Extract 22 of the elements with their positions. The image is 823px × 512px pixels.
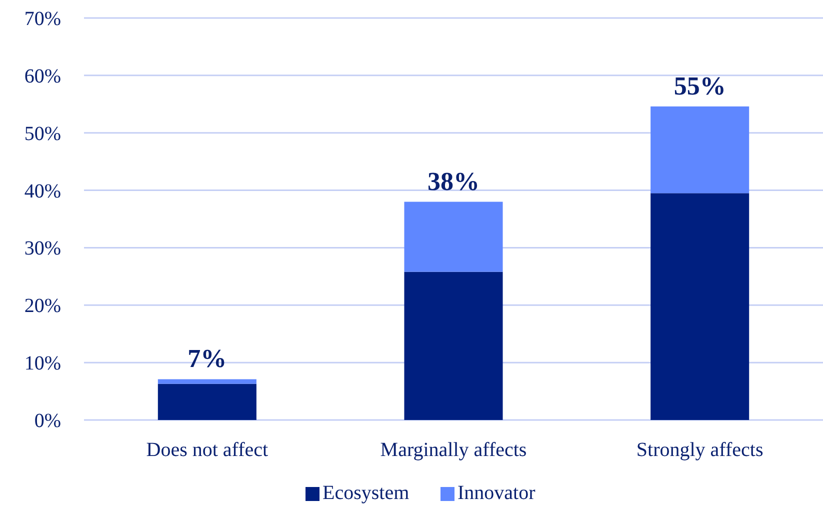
- y-tick-label: 50%: [24, 122, 61, 145]
- y-tick-label: 70%: [24, 8, 61, 30]
- y-tick-label: 40%: [24, 180, 61, 202]
- bar: [650, 106, 750, 194]
- y-tick-label: 30%: [24, 238, 61, 260]
- legend-label: Ecosystem: [322, 482, 410, 504]
- x-tick-label: Marginally affects: [380, 439, 527, 461]
- y-tick-label: 0%: [34, 410, 61, 432]
- bar: [650, 193, 750, 420]
- x-tick-label: Strongly affects: [636, 439, 764, 461]
- y-tick-label: 10%: [24, 352, 61, 375]
- y-tick-label: 20%: [24, 295, 61, 318]
- y-tick-label: 60%: [24, 65, 61, 88]
- total-label: 55%: [674, 71, 726, 100]
- bar: [158, 379, 256, 384]
- total-label: 38%: [428, 166, 480, 196]
- bar: [404, 202, 503, 272]
- total-label: 7%: [188, 344, 227, 374]
- bar: [158, 384, 256, 420]
- bar: [404, 272, 503, 420]
- legend-label: Innovator: [458, 482, 536, 504]
- x-tick-label: Does not affect: [146, 439, 269, 461]
